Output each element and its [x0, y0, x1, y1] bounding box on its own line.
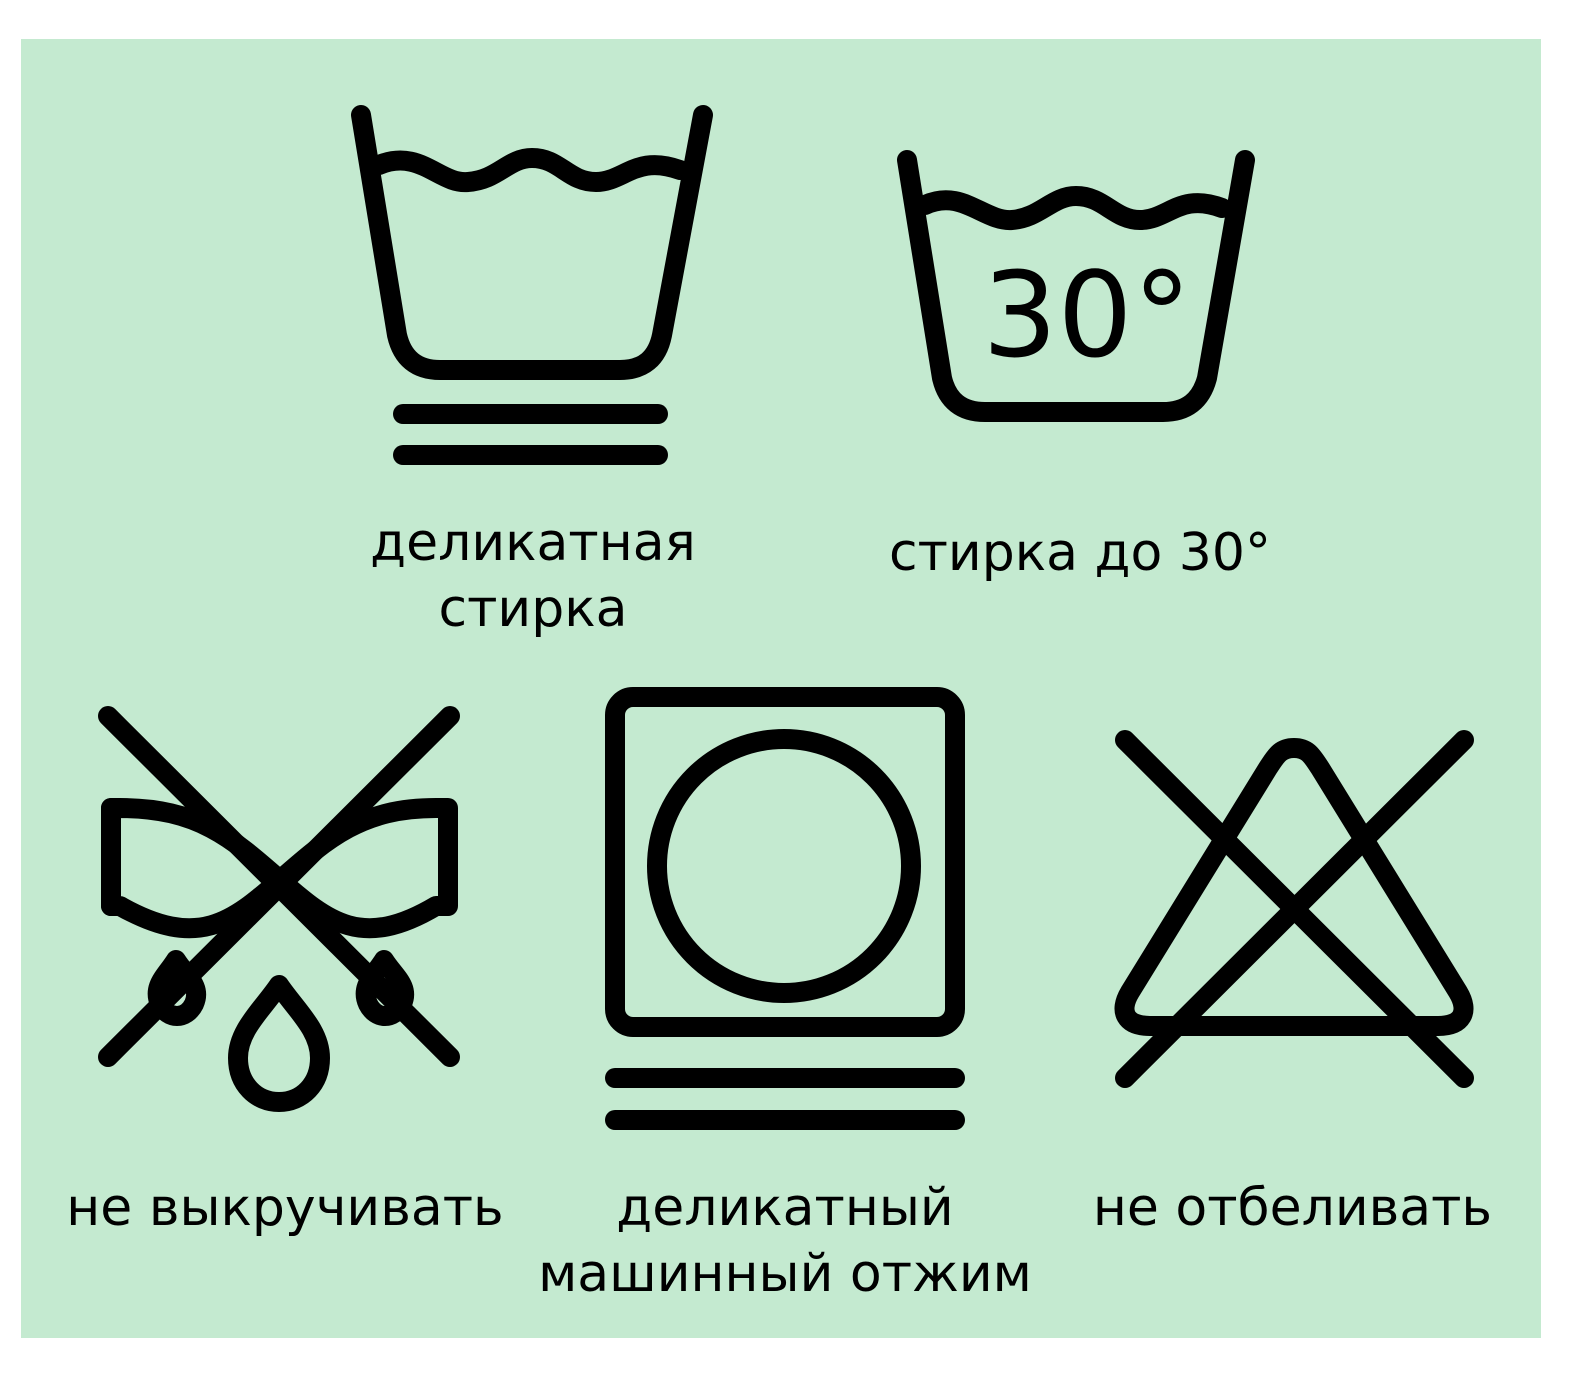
delicate-tumble-dry-icon	[595, 680, 975, 1130]
caption-line: стирка	[438, 579, 628, 639]
do-not-wring-icon	[95, 700, 470, 1125]
do-not-bleach-caption: не отбеливать	[1080, 1175, 1505, 1241]
temperature-label: 30°	[982, 246, 1191, 384]
caption-line: не отбеливать	[1092, 1178, 1493, 1238]
delicate-tumble-dry-caption: деликатный машинный отжим	[520, 1175, 1050, 1307]
caption-line: деликатная	[370, 513, 696, 573]
wash-30-icon: 30°	[895, 145, 1265, 435]
caption-line: деликатный	[616, 1178, 954, 1238]
caption-line: машинный отжим	[538, 1244, 1032, 1304]
wash-30-caption: стирка до 30°	[865, 520, 1295, 586]
caption-line: не выкручивать	[66, 1178, 504, 1238]
delicate-wash-icon	[350, 105, 720, 475]
caption-line: стирка до 30°	[889, 523, 1271, 583]
do-not-wring-caption: не выкручивать	[55, 1175, 515, 1241]
do-not-bleach-icon	[1105, 725, 1485, 1095]
delicate-wash-caption: деликатная стирка	[332, 510, 734, 642]
